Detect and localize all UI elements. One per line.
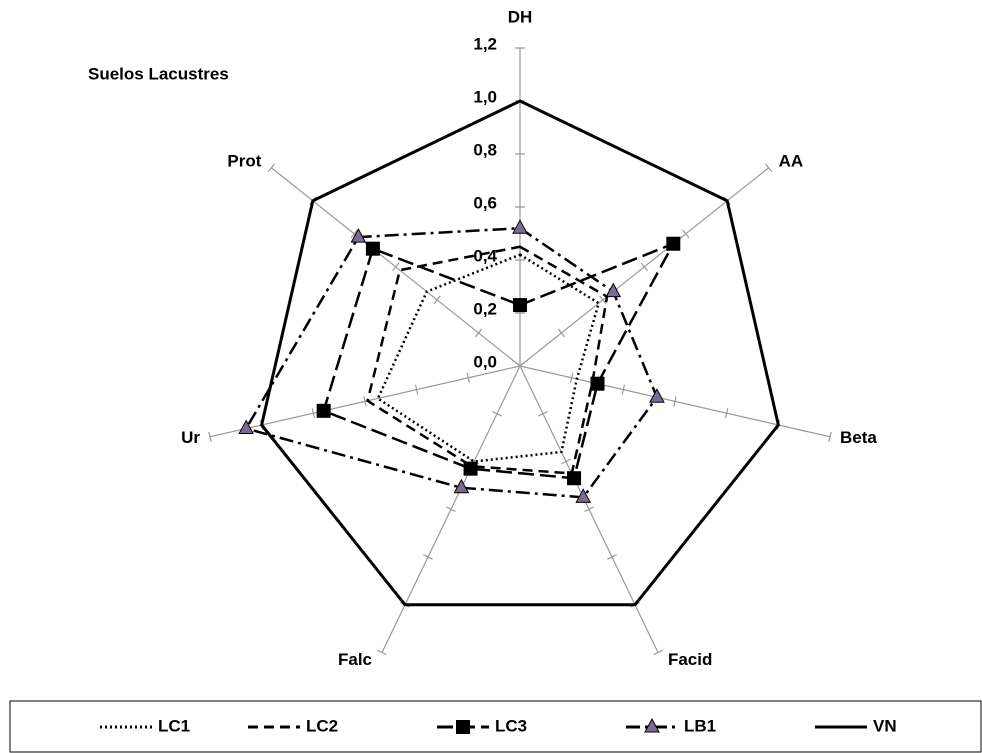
- marker: [512, 219, 528, 234]
- series-line: [260, 99, 780, 607]
- legend-label: VN: [873, 716, 897, 735]
- legend-label: LC1: [158, 716, 190, 735]
- tick-mark: [765, 163, 773, 173]
- tick-label: 0,4: [473, 246, 497, 265]
- tick-mark: [538, 411, 548, 417]
- tick-label: 0,2: [473, 299, 497, 318]
- marker: [350, 228, 367, 243]
- marker: [590, 376, 605, 391]
- tick-mark: [569, 372, 574, 383]
- tick-mark: [640, 262, 648, 272]
- axis-label: Prot: [227, 152, 261, 171]
- tick-mark: [423, 554, 433, 560]
- legend-box: [9, 700, 982, 753]
- tick-mark: [466, 372, 471, 383]
- series-line: [322, 241, 677, 480]
- tick-mark: [621, 384, 626, 395]
- marker: [513, 298, 527, 313]
- marker: [649, 388, 665, 403]
- tick-mark: [414, 384, 419, 395]
- marker: [453, 478, 470, 494]
- tick-mark: [446, 506, 456, 512]
- tick-label: 0,6: [473, 193, 497, 212]
- marker: [666, 236, 681, 251]
- tick-mark: [724, 408, 729, 419]
- legend-marker: [644, 717, 660, 733]
- tick-mark: [492, 411, 502, 417]
- tick-mark: [682, 229, 690, 239]
- tick-mark: [392, 262, 400, 272]
- tick-mark: [561, 458, 571, 465]
- marker: [605, 282, 622, 298]
- tick-mark: [433, 295, 441, 305]
- axis-label: AA: [779, 152, 804, 171]
- legend-label: LC3: [495, 716, 527, 735]
- tick-mark: [377, 649, 387, 656]
- axis-label: Beta: [840, 428, 877, 447]
- tick-mark: [557, 328, 566, 338]
- chart-title: Suelos Lacustres: [88, 64, 229, 83]
- tick-mark: [653, 649, 663, 656]
- legend-label: LB1: [684, 716, 716, 735]
- tick-mark: [311, 408, 316, 419]
- tick-label: 1,2: [473, 34, 497, 53]
- tick-mark: [267, 163, 275, 173]
- axis-label: Falc: [338, 650, 372, 669]
- marker: [365, 241, 380, 256]
- tick-mark: [363, 396, 367, 407]
- series-line: [366, 245, 609, 475]
- tick-mark: [584, 506, 594, 512]
- legend-marker: [456, 720, 470, 734]
- tick-mark: [828, 431, 832, 442]
- tick-label: 0,0: [473, 352, 497, 371]
- marker: [567, 471, 582, 486]
- axis-label: Ur: [181, 428, 200, 447]
- series-line: [376, 253, 601, 463]
- series-line: [244, 226, 659, 499]
- marker: [316, 403, 331, 418]
- tick-mark: [208, 431, 212, 442]
- tick-label: 1,0: [473, 87, 497, 106]
- tick-label: 0,8: [473, 140, 497, 159]
- axis-label: DH: [508, 7, 533, 26]
- tick-mark: [599, 295, 607, 305]
- marker: [575, 488, 592, 503]
- marker: [238, 419, 254, 435]
- tick-mark: [350, 229, 358, 239]
- axis-label: Facid: [668, 650, 712, 669]
- tick-mark: [474, 328, 483, 338]
- legend-label: LC2: [306, 716, 338, 735]
- tick-mark: [607, 554, 617, 560]
- marker: [463, 461, 478, 476]
- tick-mark: [673, 396, 677, 407]
